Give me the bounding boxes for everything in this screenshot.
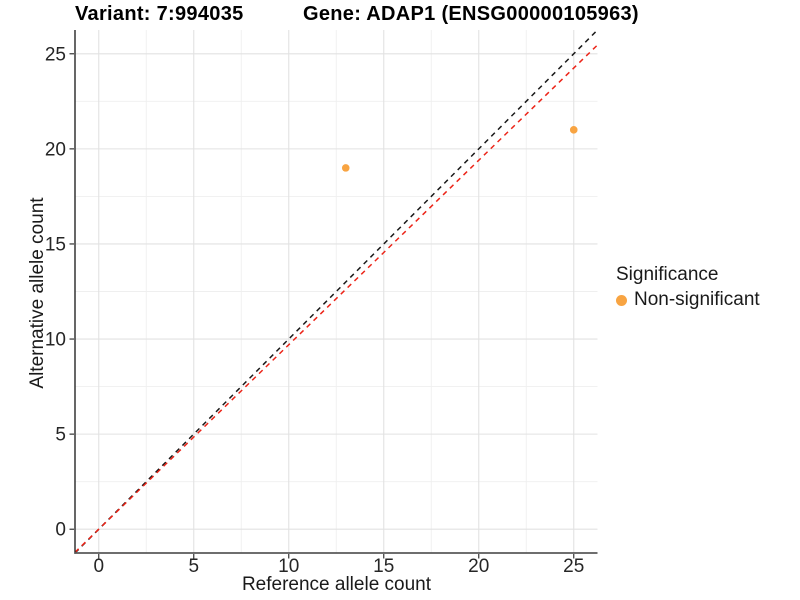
- x-axis-label: Reference allele count: [241, 574, 432, 595]
- legend-title: Significance: [616, 264, 719, 285]
- y-tick-label: 25: [45, 44, 66, 65]
- x-tick-label: 5: [188, 556, 199, 577]
- y-tick-label: 15: [45, 234, 66, 255]
- y-axis-label: Alternative allele count: [27, 197, 48, 389]
- legend-item-label: Non-significant: [634, 289, 760, 310]
- legend-item-non-significant: Non-significant: [616, 289, 760, 311]
- plot-title-variant: Variant: 7:994035: [75, 3, 244, 25]
- legend-point-icon: [616, 294, 627, 306]
- y-tick-label: 10: [45, 330, 66, 351]
- expected-ratio-line: [75, 44, 598, 553]
- x-tick-label: 10: [278, 556, 299, 577]
- y-tick-label: 5: [55, 425, 66, 446]
- y-tick-label: 0: [55, 520, 66, 541]
- data-point: [341, 164, 350, 172]
- x-tick-label: 25: [563, 556, 584, 577]
- plot-title-gene: Gene: ADAP1 (ENSG00000105963): [303, 3, 639, 25]
- data-point: [569, 126, 578, 134]
- y-tick-label: 20: [45, 139, 66, 160]
- x-tick-label: 0: [93, 556, 104, 577]
- x-tick-label: 20: [468, 556, 489, 577]
- x-tick-label: 15: [373, 556, 394, 577]
- legend: Significance Non-significant: [616, 264, 760, 311]
